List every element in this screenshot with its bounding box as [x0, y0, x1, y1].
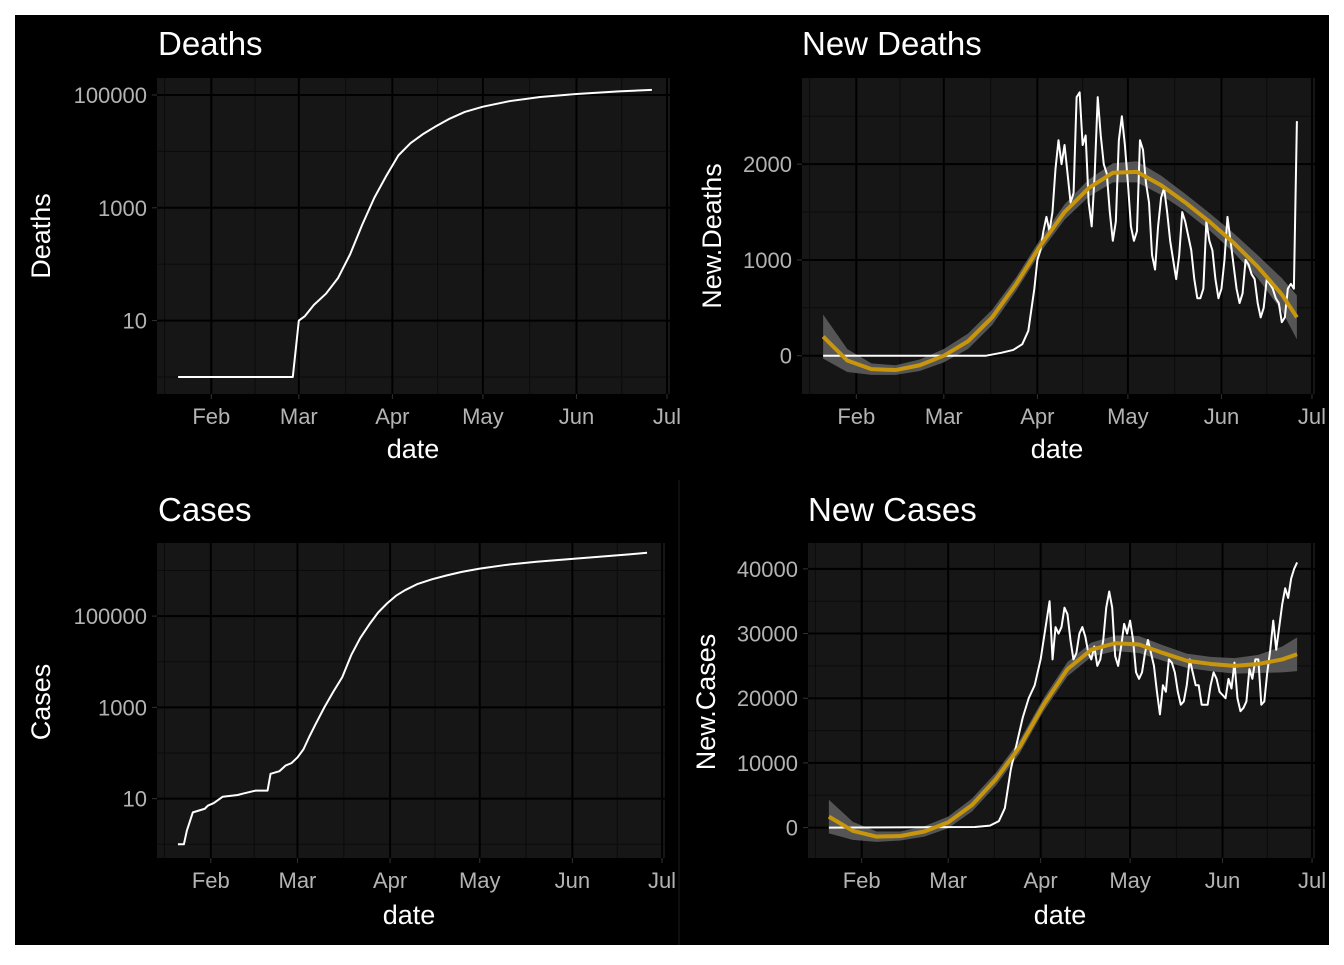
- y-axis-label: Deaths: [26, 193, 56, 279]
- x-axis-label: date: [383, 900, 436, 930]
- plot-panel: [808, 543, 1315, 858]
- chart-deaths: Feb Mar Apr May Jun Jul 10 1000 100000 Deaths da…: [26, 25, 681, 464]
- y-tick-label: 10: [123, 787, 147, 812]
- chart-title: Cases: [158, 491, 252, 528]
- x-tick-label: May: [462, 404, 504, 429]
- series-line: [177, 551, 648, 846]
- y-tick-label: 0: [786, 816, 798, 841]
- y-tick-label: 100000: [74, 83, 147, 108]
- chart-new-cases: Feb Mar Apr May Jun Jul010000200003000040000 …: [691, 491, 1326, 930]
- y-tick-label: 2000: [743, 152, 792, 177]
- data-layer: [177, 551, 648, 846]
- x-axis-label: date: [1031, 434, 1084, 464]
- x-tick-label: Feb: [843, 868, 881, 893]
- x-tick-label: Jun: [559, 404, 594, 429]
- y-axis-label: New.Cases: [691, 634, 721, 771]
- y-tick-label: 100000: [74, 604, 147, 629]
- x-tick-label: Feb: [192, 868, 230, 893]
- x-tick-label: Mar: [280, 404, 318, 429]
- chart-title: New Deaths: [802, 25, 982, 62]
- y-tick-label: 1000: [98, 196, 147, 221]
- y-tick-label: 10000: [737, 751, 798, 776]
- x-tick-label: May: [1107, 404, 1149, 429]
- x-tick-label: May: [459, 868, 501, 893]
- x-tick-label: Feb: [837, 404, 875, 429]
- x-tick-label: Jun: [555, 868, 590, 893]
- y-tick-label: 20000: [737, 686, 798, 711]
- y-axis-label: Cases: [26, 664, 56, 741]
- plot-panel: [157, 543, 665, 858]
- smooth-trend-line: [821, 169, 1299, 373]
- x-tick-label: Apr: [375, 404, 409, 429]
- y-tick-label: 30000: [737, 622, 798, 647]
- y-tick-label: 1000: [743, 248, 792, 273]
- data-layer: [827, 561, 1299, 842]
- plot-panel: [157, 78, 670, 394]
- data-layer: [821, 91, 1299, 375]
- x-tick-label: Apr: [1023, 868, 1057, 893]
- x-tick-label: Apr: [1020, 404, 1054, 429]
- y-tick-label: 1000: [98, 695, 147, 720]
- series-line: [828, 561, 1299, 829]
- y-tick-label: 10: [123, 309, 147, 334]
- x-tick-label: Apr: [373, 868, 407, 893]
- x-tick-label: Feb: [192, 404, 230, 429]
- plot-panel: [802, 78, 1315, 394]
- chart-title: New Cases: [808, 491, 977, 528]
- x-tick-label: Jul: [1298, 404, 1326, 429]
- data-layer: [178, 88, 652, 379]
- x-axis-label: date: [1034, 900, 1087, 930]
- x-tick-label: Jun: [1204, 404, 1239, 429]
- chart-new-deaths: Feb Mar Apr May Jun Jul 0 1000 2000 New Deaths d…: [697, 25, 1326, 464]
- smooth-trend-line: [827, 641, 1298, 839]
- x-tick-label: Jun: [1205, 868, 1240, 893]
- y-tick-label: 40000: [737, 557, 798, 582]
- chart-cases: Feb Mar Apr May Jun Jul 10 1000 100000 Cases dat…: [26, 491, 676, 930]
- x-tick-label: Jul: [653, 404, 681, 429]
- chart-title: Deaths: [158, 25, 263, 62]
- x-tick-label: Jul: [648, 868, 676, 893]
- x-tick-label: Jul: [1298, 868, 1326, 893]
- x-tick-label: Mar: [279, 868, 317, 893]
- y-axis-label: New.Deaths: [697, 163, 727, 309]
- series-line: [178, 88, 652, 379]
- y-tick-label: 0: [780, 344, 792, 369]
- x-tick-label: Mar: [925, 404, 963, 429]
- x-tick-label: May: [1109, 868, 1151, 893]
- series-line: [823, 91, 1298, 357]
- x-tick-label: Mar: [929, 868, 967, 893]
- x-axis-label: date: [387, 434, 440, 464]
